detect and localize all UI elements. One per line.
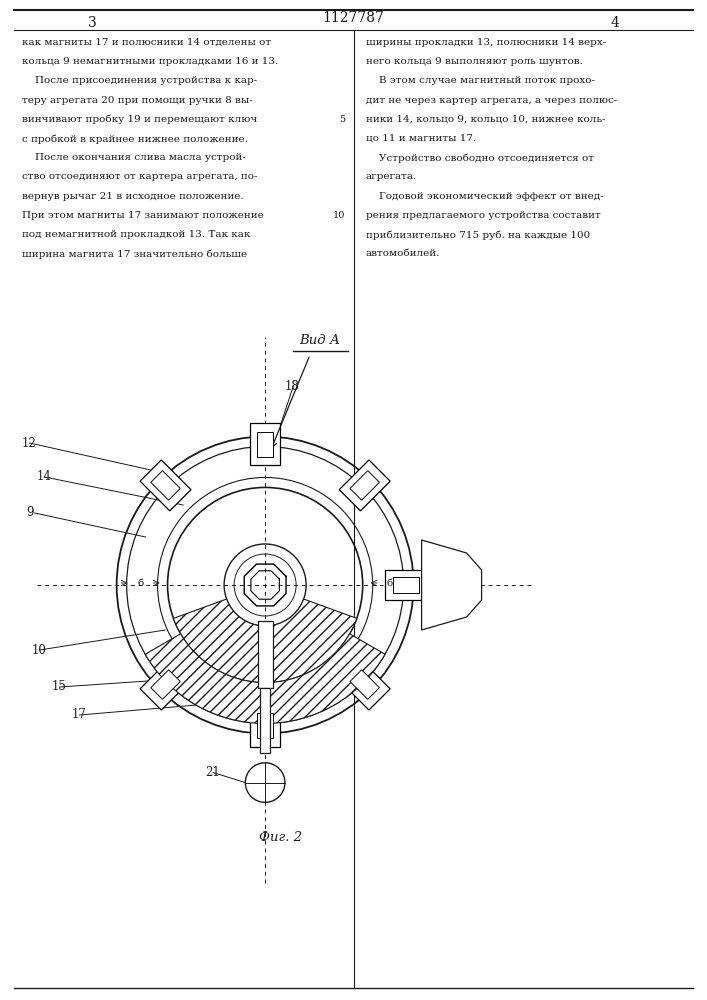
Text: него кольца 9 выполняют роль шунтов.: него кольца 9 выполняют роль шунтов. (366, 57, 583, 66)
Polygon shape (339, 460, 390, 511)
Polygon shape (250, 705, 280, 747)
Polygon shape (385, 570, 427, 600)
Text: с пробкой в крайнее нижнее положение.: с пробкой в крайнее нижнее положение. (22, 134, 248, 143)
Polygon shape (140, 460, 191, 511)
Polygon shape (260, 688, 270, 753)
Text: Вид А: Вид А (300, 334, 341, 347)
Circle shape (245, 763, 285, 802)
Text: 15: 15 (52, 681, 66, 694)
Text: б: б (137, 578, 144, 587)
Text: 3: 3 (88, 16, 96, 30)
Text: Фиг. 2: Фиг. 2 (259, 831, 302, 844)
Text: кольца 9 немагнитными прокладками 16 и 13.: кольца 9 немагнитными прокладками 16 и 1… (22, 57, 279, 66)
Text: В этом случае магнитный поток прохо-: В этом случае магнитный поток прохо- (366, 76, 595, 85)
Text: дит не через картер агрегата, а через полюс-: дит не через картер агрегата, а через по… (366, 96, 617, 105)
Polygon shape (151, 670, 180, 699)
Text: 17: 17 (71, 709, 86, 722)
Text: Устройство свободно отсоединяется от: Устройство свободно отсоединяется от (366, 153, 593, 163)
Text: ширины прокладки 13, полюсники 14 верх-: ширины прокладки 13, полюсники 14 верх- (366, 38, 606, 47)
Text: 10: 10 (32, 644, 47, 657)
Wedge shape (173, 599, 357, 683)
Text: 21: 21 (205, 766, 220, 779)
Wedge shape (145, 634, 385, 723)
Polygon shape (257, 713, 274, 738)
Text: ширина магнита 17 значительно больше: ширина магнита 17 значительно больше (22, 249, 247, 259)
Text: теру агрегата 20 при помощи ручки 8 вы-: теру агрегата 20 при помощи ручки 8 вы- (22, 96, 252, 105)
Text: После окончания слива масла устрой-: После окончания слива масла устрой- (22, 153, 246, 162)
Text: автомобилей.: автомобилей. (366, 249, 440, 258)
Polygon shape (151, 471, 180, 500)
Polygon shape (339, 659, 390, 710)
Polygon shape (350, 471, 380, 500)
Text: 5: 5 (339, 115, 346, 124)
Text: 4: 4 (611, 16, 619, 30)
Text: ство отсоединяют от картера агрегата, по-: ство отсоединяют от картера агрегата, по… (22, 172, 257, 181)
Text: как магниты 17 и полюсники 14 отделены от: как магниты 17 и полюсники 14 отделены о… (22, 38, 271, 47)
Text: вернув рычаг 21 в исходное положение.: вернув рычаг 21 в исходное положение. (22, 192, 244, 201)
Text: 9: 9 (27, 507, 34, 520)
Text: б: б (387, 578, 393, 587)
Text: 14: 14 (37, 471, 52, 484)
Text: После присоединения устройства к кар-: После присоединения устройства к кар- (22, 76, 257, 85)
Text: цо 11 и магниты 17.: цо 11 и магниты 17. (366, 134, 476, 143)
Polygon shape (393, 577, 419, 593)
Text: под немагнитной прокладкой 13. Так как: под немагнитной прокладкой 13. Так как (22, 230, 250, 239)
Polygon shape (250, 423, 280, 465)
Text: 1127787: 1127787 (322, 11, 385, 25)
Polygon shape (257, 432, 274, 457)
Text: агрегата.: агрегата. (366, 172, 416, 181)
Text: При этом магниты 17 занимают положение: При этом магниты 17 занимают положение (22, 211, 264, 220)
Text: Годовой экономический эффект от внед-: Годовой экономический эффект от внед- (366, 192, 603, 201)
Text: 12: 12 (22, 437, 36, 450)
Text: винчивают пробку 19 и перемещают ключ: винчивают пробку 19 и перемещают ключ (22, 115, 257, 124)
Polygon shape (140, 659, 191, 710)
Text: рения предлагаемого устройства составит: рения предлагаемого устройства составит (366, 211, 600, 220)
Text: ники 14, кольцо 9, кольцо 10, нижнее коль-: ники 14, кольцо 9, кольцо 10, нижнее кол… (366, 115, 605, 124)
Polygon shape (350, 670, 380, 699)
Text: 18: 18 (285, 380, 300, 393)
Text: приблизительно 715 руб. на каждые 100: приблизительно 715 руб. на каждые 100 (366, 230, 590, 240)
Polygon shape (257, 621, 273, 688)
Polygon shape (421, 540, 481, 630)
Text: 10: 10 (333, 211, 346, 220)
